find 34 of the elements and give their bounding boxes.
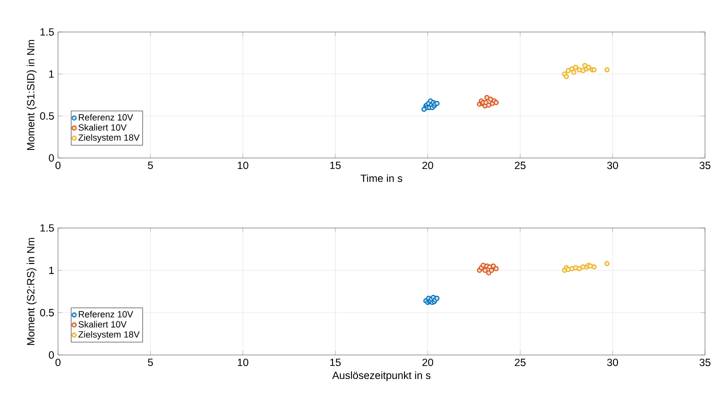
x-tick-label: 35 — [700, 162, 710, 170]
x-tick-label: 25 — [514, 162, 526, 170]
x-tick-label: 0 — [55, 162, 61, 170]
y-tick-label: 1 — [49, 266, 54, 274]
y-tick-label: 0 — [48, 154, 54, 162]
x-tick-label: 25 — [514, 358, 526, 366]
legend-label: Referenz 10V — [78, 310, 134, 318]
legend-label: Skaliert 10V — [78, 124, 127, 131]
y-tick-label: 0.5 — [40, 308, 54, 316]
x-axis-title: Time in s — [360, 174, 402, 182]
x-tick-label: 5 — [148, 358, 153, 366]
legend-label: Zielsystem 18V — [78, 134, 140, 143]
x-tick-label: 15 — [330, 358, 341, 366]
x-tick-label: 30 — [607, 358, 618, 366]
legend-label: Referenz 10V — [78, 114, 134, 121]
x-tick-label: 30 — [607, 162, 618, 170]
x-tick-label: 35 — [700, 358, 710, 366]
y-tick-label: 1.5 — [40, 224, 54, 232]
x-tick-label: 10 — [238, 162, 248, 170]
x-tick-label: 5 — [148, 162, 153, 170]
y-tick-label: 0.5 — [40, 112, 54, 120]
y-axis-title: Moment (S2:RS) in Nm — [26, 238, 37, 345]
legend-label: Zielsystem 18V — [78, 331, 140, 340]
y-axis-title: Moment (S1:SID) in Nm — [26, 40, 37, 150]
y-tick-label: 0 — [48, 351, 54, 359]
x-axis-title: Auslösezeitpunkt in s — [332, 371, 430, 382]
x-tick-label: 15 — [330, 162, 341, 170]
legend-label: Skaliert 10V — [78, 320, 127, 328]
x-tick-label: 20 — [422, 162, 434, 170]
y-tick-label: 1.5 — [40, 28, 54, 36]
x-tick-label: 0 — [55, 358, 61, 366]
y-tick-label: 1 — [49, 70, 54, 78]
x-tick-label: 10 — [238, 358, 248, 366]
x-tick-label: 20 — [422, 358, 434, 366]
